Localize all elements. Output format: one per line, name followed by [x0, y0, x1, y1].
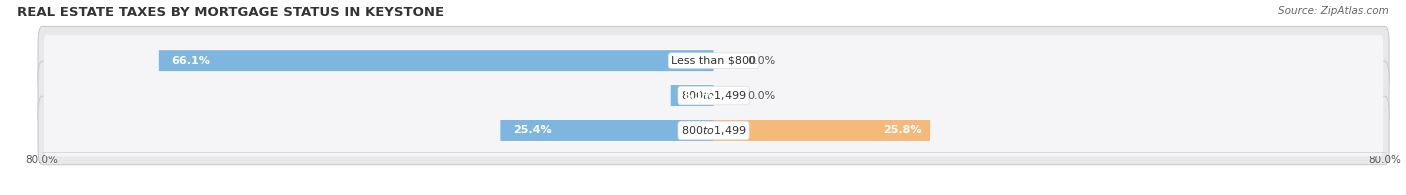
FancyBboxPatch shape [44, 70, 1384, 121]
Text: 5.1%: 5.1% [683, 90, 714, 101]
Text: $800 to $1,499: $800 to $1,499 [681, 124, 747, 137]
Text: 25.8%: 25.8% [883, 125, 922, 136]
FancyBboxPatch shape [44, 35, 1384, 86]
FancyBboxPatch shape [38, 96, 1389, 165]
FancyBboxPatch shape [713, 120, 929, 141]
FancyBboxPatch shape [44, 105, 1384, 156]
Text: Source: ZipAtlas.com: Source: ZipAtlas.com [1278, 6, 1389, 16]
FancyBboxPatch shape [38, 61, 1389, 130]
FancyBboxPatch shape [159, 50, 713, 71]
Text: 66.1%: 66.1% [172, 56, 211, 66]
Text: Less than $800: Less than $800 [671, 56, 756, 66]
FancyBboxPatch shape [671, 85, 713, 106]
Text: REAL ESTATE TAXES BY MORTGAGE STATUS IN KEYSTONE: REAL ESTATE TAXES BY MORTGAGE STATUS IN … [17, 6, 444, 19]
Text: 0.0%: 0.0% [747, 56, 775, 66]
Text: 0.0%: 0.0% [747, 90, 775, 101]
Text: 25.4%: 25.4% [513, 125, 551, 136]
FancyBboxPatch shape [501, 120, 713, 141]
FancyBboxPatch shape [38, 27, 1389, 95]
Text: $800 to $1,499: $800 to $1,499 [681, 89, 747, 102]
